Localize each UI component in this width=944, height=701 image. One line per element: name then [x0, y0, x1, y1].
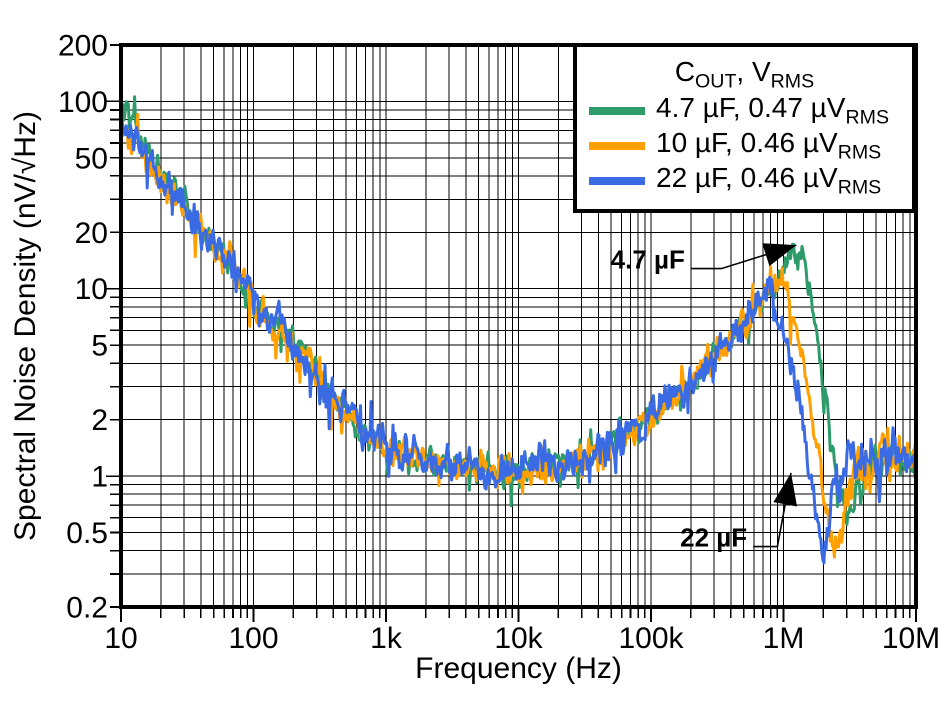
x-axis-title: Frequency (Hz): [415, 652, 622, 685]
x-tick-label: 10M: [882, 622, 940, 655]
legend-title: COUT, VRMS: [577, 47, 912, 93]
legend-title-cout: C: [674, 56, 696, 87]
legend-label-text: 4.7 µF, 0.47 µV: [656, 91, 846, 123]
y-tick-label: 0.5: [66, 517, 108, 550]
legend-swatch-green: [589, 106, 645, 115]
x-tick-label: 10k: [494, 622, 543, 655]
y-tick-label: 1: [91, 461, 108, 494]
y-tick-label: 20: [75, 217, 108, 250]
legend-title-vrms-sub: RMS: [770, 70, 815, 93]
plot-border: [119, 43, 918, 609]
legend-item-22uf: 22 µF, 0.46 µVRMS: [577, 162, 912, 200]
annotation-arrowhead: [762, 243, 797, 267]
legend-label: 4.7 µF, 0.47 µVRMS: [656, 92, 889, 130]
x-tick-label: 1k: [370, 622, 403, 655]
y-tick-label: 0.2: [66, 592, 108, 625]
legend-label-text: 22 µF, 0.46 µV: [656, 161, 838, 193]
legend-title-vrms: , V: [736, 56, 771, 87]
legend-item-4-7uf: 4.7 µF, 0.47 µVRMS: [577, 92, 912, 130]
x-tick-label: 100k: [618, 622, 684, 655]
y-axis-title: Spectral Noise Density (nV/√Hz): [9, 111, 42, 541]
x-tick-label: 1M: [763, 622, 805, 655]
y-tick-label: 200: [58, 30, 108, 63]
legend-label-sub: RMS: [837, 141, 882, 164]
legend-label-text: 10 µF, 0.46 µV: [656, 126, 838, 158]
legend-label-sub: RMS: [845, 106, 890, 129]
y-tick-label: 5: [91, 330, 108, 363]
annotation-arrowhead: [773, 472, 798, 507]
y-tick-label: 100: [58, 86, 108, 119]
y-tick-label: 2: [91, 404, 108, 437]
legend-item-10uf: 10 µF, 0.46 µVRMS: [577, 127, 912, 165]
legend-label: 22 µF, 0.46 µVRMS: [656, 162, 881, 200]
series-curves: [121, 95, 916, 565]
x-tick-label: 100: [228, 622, 278, 655]
series-22 µF: [121, 112, 916, 565]
y-tick-label: 50: [75, 142, 108, 175]
legend-label-sub: RMS: [837, 176, 882, 199]
legend-swatch-blue: [589, 176, 645, 185]
legend-label: 10 µF, 0.46 µVRMS: [656, 127, 881, 165]
tick-labels: 10 100 1k 10k 100k 1M 10M 200 100 50 20 10 5 2 1 0.5 0.2: [58, 30, 940, 656]
annotation-22uf-label: 22 µF: [680, 522, 748, 553]
annotation-4-7uf-label: 4.7 µF: [610, 244, 685, 275]
legend-swatch-orange: [589, 141, 645, 150]
annotation-arrows: [690, 243, 798, 548]
legend: COUT, VRMS 4.7 µF, 0.47 µVRMS 10 µF, 0.4…: [573, 43, 916, 213]
y-tick-label: 10: [75, 273, 108, 306]
x-tick-label: 10: [104, 622, 137, 655]
legend-title-cout-sub: OUT: [695, 70, 737, 93]
